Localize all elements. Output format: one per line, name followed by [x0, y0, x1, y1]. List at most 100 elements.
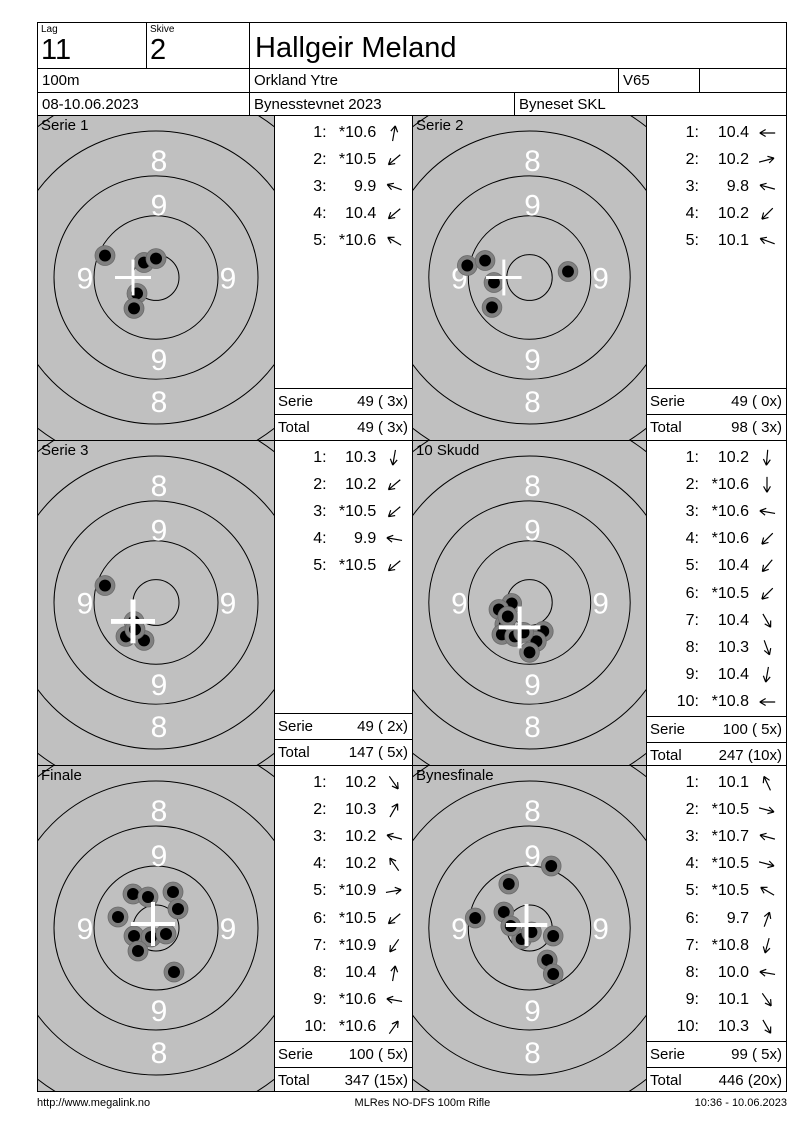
shot-direction	[749, 584, 785, 604]
shot-direction	[376, 529, 412, 549]
shot-value: 10.2	[717, 205, 749, 223]
ring-label: 9	[151, 840, 168, 873]
shot-value: *10.6	[338, 123, 377, 141]
shot-row: 8: 10.3	[647, 634, 786, 661]
total-label: Total	[650, 419, 682, 436]
shot-direction	[749, 448, 785, 468]
target-hit	[94, 575, 116, 596]
shot-number: 7:	[313, 936, 327, 954]
direction-arrow-icon	[388, 775, 399, 790]
direction-arrow-icon	[763, 911, 772, 927]
target-hit	[123, 298, 145, 319]
ring-label: 8	[151, 711, 168, 744]
direction-arrow-icon	[387, 208, 401, 220]
target-hit	[519, 641, 540, 663]
shot-list-finale: 1: 10.2 2: 10.3 3: 10.2 4: 10.2 5: *10.9 6: *10.5 7:…	[274, 766, 412, 1091]
shot-number: 9:	[685, 991, 699, 1009]
target-background	[413, 116, 646, 440]
hit-center	[127, 888, 139, 900]
shot-number: 3:	[685, 177, 699, 195]
shot-number: 4:	[685, 530, 699, 548]
target-ring	[428, 500, 631, 705]
hit-center	[547, 930, 560, 942]
shot-direction	[376, 1017, 412, 1037]
serie-score: 49 ( 0x)	[731, 393, 782, 410]
target-ring	[467, 865, 592, 991]
shot-number: 3:	[685, 827, 699, 845]
total-score-row: Total 49 ( 3x)	[275, 414, 412, 440]
target-hit	[163, 961, 185, 983]
event-name: Bynesstevnet 2023	[249, 93, 514, 115]
shot-value: *10.5	[338, 150, 377, 168]
shot-direction	[376, 204, 412, 224]
direction-arrow-icon	[761, 559, 773, 573]
shot-number: 4:	[685, 205, 699, 223]
target-hit	[94, 245, 116, 266]
direction-arrow-icon	[386, 995, 403, 1004]
shot-direction	[749, 611, 785, 631]
shot-list-serie-3: 1: 10.3 2: 10.2 3: *10.5 4: 9.9 5: *10.5 Serie 49 (…	[274, 441, 412, 765]
serie-label: Serie	[278, 718, 314, 735]
shot-value: 10.1	[717, 991, 749, 1009]
footer-program: MLRes NO-DFS 100m Rifle	[354, 1097, 491, 1109]
ring-label: 9	[592, 587, 608, 620]
shot-direction	[749, 475, 785, 495]
shot-number: 2:	[685, 475, 699, 493]
shot-number: 2:	[685, 150, 699, 168]
shooter-class: V65	[618, 69, 699, 92]
total-score-row: Total 147 ( 5x)	[275, 739, 412, 765]
ring-label: 8	[151, 1037, 168, 1070]
target-hit	[540, 855, 562, 877]
direction-arrow-icon	[386, 534, 403, 543]
shot-direction	[749, 204, 785, 224]
shot-number: 8:	[685, 638, 699, 656]
total-label: Total	[650, 746, 682, 764]
shot-list-serie-1: 1: *10.6 2: *10.5 3: 9.9 4: 10.4 5: *10.6 Serie 49 …	[274, 116, 412, 440]
panel-title: Serie 3	[41, 442, 89, 459]
shot-value: 10.1	[717, 232, 749, 250]
shot-row: 4: 10.2	[275, 851, 412, 878]
shot-direction	[376, 909, 412, 929]
hit-center	[99, 579, 111, 592]
hit-center	[545, 860, 558, 872]
shot-row: 9: 10.4	[647, 662, 786, 689]
target-serie-1: Serie 1 8 9 9 9 9 8	[38, 116, 274, 440]
shot-number: 6:	[685, 584, 699, 602]
shot-row: 3: *10.6	[647, 498, 786, 525]
shot-direction	[749, 638, 785, 658]
total-score-row: Total 247 (10x)	[647, 741, 786, 765]
hit-center	[132, 945, 144, 957]
shot-number: 9:	[685, 666, 699, 684]
target-hit	[497, 606, 519, 627]
skive-label: Skive	[150, 24, 175, 35]
ring-label: 9	[524, 669, 540, 702]
target-svg: 8 9 9 9 9 8	[413, 441, 646, 765]
mpi-cross	[111, 599, 155, 644]
date-range: 08-10.06.2023	[42, 96, 139, 113]
shot-direction	[749, 773, 785, 793]
shot-number: 1:	[685, 123, 699, 141]
target-hit	[474, 250, 496, 271]
total-score: 49 ( 3x)	[357, 419, 408, 436]
shot-number: 3:	[313, 502, 327, 520]
direction-arrow-icon	[761, 587, 774, 600]
shot-direction	[749, 827, 785, 847]
shooter-name: Hallgeir Meland	[249, 23, 786, 68]
shot-row: 3: 9.8	[647, 173, 786, 200]
target-ring	[38, 130, 274, 425]
target-bynesfinale: Bynesfinale 8 9 9 9 9 8	[412, 766, 646, 1091]
shot-value: *10.5	[338, 909, 377, 927]
shot-value: *10.6	[711, 530, 749, 548]
target-ring	[428, 825, 631, 1031]
shot-row: 5: *10.5	[275, 553, 412, 580]
ring-label: 9	[151, 190, 168, 223]
ring-label: 8	[151, 795, 168, 828]
shot-number: 4:	[685, 855, 699, 873]
hit-center	[112, 911, 124, 923]
shot-row: 2: 10.2	[647, 146, 786, 173]
hit-center	[562, 265, 574, 278]
lag-cell: Lag 11	[38, 23, 146, 68]
shot-number: 6:	[685, 909, 699, 927]
shot-row: 4: 10.4	[275, 201, 412, 228]
shot-direction	[376, 231, 412, 251]
